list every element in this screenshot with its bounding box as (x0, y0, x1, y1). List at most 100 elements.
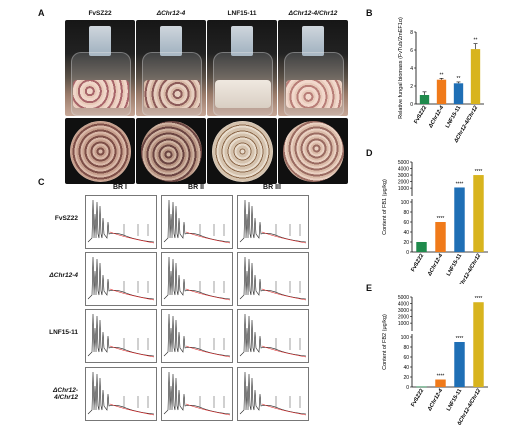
y-tick-label: 3000 (398, 308, 409, 314)
flask-photo--chr12-4-chr12 (278, 20, 348, 116)
trace-baseline (109, 231, 155, 244)
trace-baseline (185, 231, 231, 244)
y-tick-label: 100 (401, 335, 410, 341)
trace-baseline (185, 403, 231, 416)
x-tick-label: FvSZ22 (410, 253, 425, 273)
culture-medium (215, 80, 271, 108)
chromatogram-trace (163, 371, 231, 416)
y-tick-label: 20 (403, 240, 409, 246)
row-label-lnf15-11: LNF15-11 (49, 329, 78, 336)
chromatogram-fvsz22-br-iii (237, 195, 309, 249)
y-tick-label: 4000 (398, 167, 409, 173)
biomass-chart: 0 2 4 6 8 Relative fungal biomass (FvTub/ZmEF… (398, 17, 484, 145)
bar--chr12-4-chr12 (473, 302, 484, 387)
chromatogram-fvsz22-br-i (85, 195, 157, 249)
chromatogram--chr12-4-br-iii (237, 252, 309, 306)
bar-lnf15-11 (454, 187, 465, 252)
flask-photo--chr12-4 (136, 20, 206, 116)
chromatogram-trace (163, 199, 231, 244)
y-tick-label: 0 (406, 385, 409, 391)
chromatogram-trace (163, 313, 231, 358)
column-label-br-ii: BR II (188, 184, 204, 191)
bar-fvsz22 (416, 242, 427, 252)
dish-photo--chr12-4-chr12 (278, 118, 348, 184)
bar--chr12-4 (435, 379, 446, 387)
dish-kernels (283, 121, 344, 182)
culture-medium (73, 80, 129, 108)
trace-black (239, 371, 307, 415)
chromatogram-trace (163, 256, 231, 301)
chromatogram-trace (239, 199, 307, 244)
y-tick-label: 2000 (398, 315, 409, 321)
x-tick-label: LNF15-11 (445, 105, 462, 129)
dish-kernels (141, 121, 202, 182)
significance-label: **** (456, 181, 464, 187)
significance-label: **** (475, 169, 483, 175)
chromatogram-trace (87, 371, 155, 416)
x-tick-label: LNF15-11 (446, 253, 463, 277)
trace-baseline (109, 288, 155, 301)
trace-baseline (109, 403, 155, 416)
chromatogram-trace (87, 199, 155, 244)
flask-neck (89, 26, 111, 56)
trace-baseline (185, 288, 231, 301)
row-label--chr12-4: ΔChr12-4 (49, 272, 78, 279)
trace-black (87, 371, 155, 415)
chromatogram-fvsz22-br-ii (161, 195, 233, 249)
significance-label: ** (457, 76, 461, 82)
panel-e-label: E (366, 283, 373, 293)
y-tick-label: 0 (410, 102, 413, 108)
chromatogram-trace (239, 313, 307, 358)
column-label-br-iii: BR III (263, 184, 281, 191)
chromatogram-trace (87, 313, 155, 358)
y-tick-label: 40 (403, 230, 409, 236)
trace-baseline (261, 288, 307, 301)
y-tick-label: 40 (403, 365, 409, 371)
strain-label-fvsz22: FvSZ22 (88, 10, 112, 17)
culture-medium (144, 80, 200, 108)
trace-black (163, 256, 231, 300)
trace-baseline (261, 345, 307, 358)
dish-photo-fvsz22 (65, 118, 135, 184)
strain-label--chr12-4-chr12: ΔChr12-4/Chr12 (288, 10, 338, 17)
y-axis-label: Content of FB1 (μg/kg) (382, 179, 388, 235)
column-label-br-i: BR I (113, 184, 127, 191)
strain-label--chr12-4: ΔChr12-4 (156, 10, 186, 17)
chromatogram--chr12-4-chr12-br-ii (161, 367, 233, 421)
bar--chr12-4 (436, 79, 447, 104)
y-tick-label: 4000 (398, 302, 409, 308)
panel-d-label: D (366, 148, 373, 158)
y-tick-label: 3000 (398, 173, 409, 179)
flask-photo-fvsz22 (65, 20, 135, 116)
strain-label-lnf15-11: LNF15-11 (227, 10, 257, 17)
dish-photo-lnf15-11 (207, 118, 277, 184)
trace-black (239, 199, 307, 243)
trace-black (239, 256, 307, 300)
bar--chr12-4-chr12 (470, 49, 481, 104)
y-tick-label: 5000 (398, 295, 409, 301)
axis-break (409, 331, 489, 334)
axis-break (409, 196, 489, 199)
bar-lnf15-11 (453, 83, 464, 104)
y-tick-label: 100 (401, 200, 410, 206)
trace-black (87, 313, 155, 357)
significance-label: **** (437, 374, 445, 380)
y-axis-label: Content of FB2 (μg/kg) (382, 314, 388, 370)
y-tick-label: 2 (410, 84, 413, 90)
trace-baseline (109, 345, 155, 358)
x-tick-label: FvSZ22 (410, 388, 425, 408)
row-label-fvsz22: FvSZ22 (54, 215, 78, 222)
y-tick-label: 1000 (398, 321, 409, 327)
y-tick-label: 0 (406, 250, 409, 256)
trace-black (163, 371, 231, 415)
trace-baseline (185, 345, 231, 358)
chromatogram--chr12-4-br-ii (161, 252, 233, 306)
y-tick-label: 60 (403, 220, 409, 226)
panel-c-label: C (38, 177, 45, 187)
y-tick-label: 5000 (398, 160, 409, 166)
x-tick-label: ΔChr12-4 (427, 105, 445, 130)
significance-label: **** (456, 336, 464, 342)
chromatogram-lnf15-11-br-i (85, 309, 157, 363)
flask-neck (302, 26, 324, 56)
